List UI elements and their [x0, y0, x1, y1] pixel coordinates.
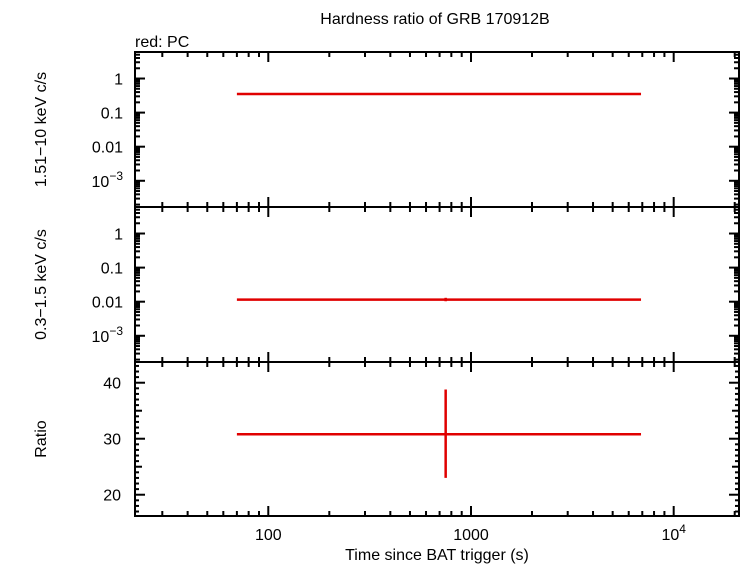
chart-title: Hardness ratio of GRB 170912B: [320, 11, 549, 28]
x-tick-label: 1000: [453, 527, 489, 544]
y-tick-label: 0.1: [101, 261, 123, 278]
y-tick-label: 10−3: [92, 169, 124, 191]
panel-hard: 1 0.1 0.01 10−3 1.51−10 keV c/s: [33, 51, 740, 208]
panel-ratio: 20 30 40 Ratio: [33, 361, 740, 517]
y-tick-label: 20: [103, 488, 121, 505]
y-axis-label: 0.3−1.5 keV c/s: [33, 229, 50, 340]
y-tick-label: 30: [103, 432, 121, 449]
y-axis-label: Ratio: [33, 420, 50, 457]
plot-frame: [134, 206, 740, 363]
data-point: [236, 92, 642, 96]
y-tick-label: 0.01: [92, 295, 123, 312]
chart-subtitle: red: PC: [135, 34, 189, 51]
y-tick-label: 10−3: [92, 324, 124, 346]
y-tick-label: 1: [114, 72, 123, 89]
plot-frame: [134, 51, 740, 208]
y-tick-label: 40: [103, 376, 121, 393]
x-tick-label: 104: [661, 522, 686, 544]
plot-frame: [134, 361, 740, 517]
chart-panels: 1 0.1 0.01 10−3 1.51−10 keV c/s 1 0.1 0.01 10−3 0…: [33, 51, 740, 544]
y-tick-label: 0.01: [92, 140, 123, 157]
panel-soft: 1 0.1 0.01 10−3 0.3−1.5 keV c/s: [33, 206, 740, 363]
y-tick-label: 1: [114, 227, 123, 244]
data-point: [236, 389, 642, 478]
data-point: [236, 297, 642, 302]
x-tick-label: 100: [255, 527, 282, 544]
y-tick-label: 0.1: [101, 106, 123, 123]
x-axis-label: Time since BAT trigger (s): [345, 547, 529, 564]
y-axis-label: 1.51−10 keV c/s: [33, 72, 50, 187]
